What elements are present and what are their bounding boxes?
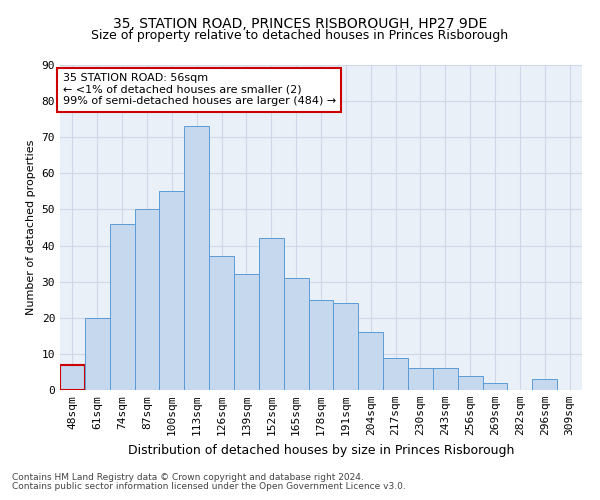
- Bar: [408, 368, 433, 390]
- Bar: [482, 383, 508, 390]
- Bar: [85, 318, 110, 390]
- Bar: [383, 358, 408, 390]
- Text: 35 STATION ROAD: 56sqm
← <1% of detached houses are smaller (2)
99% of semi-deta: 35 STATION ROAD: 56sqm ← <1% of detached…: [62, 73, 336, 106]
- Text: 35, STATION ROAD, PRINCES RISBOROUGH, HP27 9DE: 35, STATION ROAD, PRINCES RISBOROUGH, HP…: [113, 18, 487, 32]
- Y-axis label: Number of detached properties: Number of detached properties: [26, 140, 36, 315]
- Bar: [458, 376, 482, 390]
- Bar: [234, 274, 259, 390]
- X-axis label: Distribution of detached houses by size in Princes Risborough: Distribution of detached houses by size …: [128, 444, 514, 456]
- Bar: [184, 126, 209, 390]
- Bar: [209, 256, 234, 390]
- Bar: [110, 224, 134, 390]
- Text: Size of property relative to detached houses in Princes Risborough: Size of property relative to detached ho…: [91, 29, 509, 42]
- Bar: [532, 379, 557, 390]
- Bar: [308, 300, 334, 390]
- Bar: [334, 304, 358, 390]
- Bar: [358, 332, 383, 390]
- Bar: [60, 364, 85, 390]
- Text: Contains public sector information licensed under the Open Government Licence v3: Contains public sector information licen…: [12, 482, 406, 491]
- Bar: [433, 368, 458, 390]
- Bar: [160, 192, 184, 390]
- Text: Contains HM Land Registry data © Crown copyright and database right 2024.: Contains HM Land Registry data © Crown c…: [12, 474, 364, 482]
- Bar: [259, 238, 284, 390]
- Bar: [134, 210, 160, 390]
- Bar: [284, 278, 308, 390]
